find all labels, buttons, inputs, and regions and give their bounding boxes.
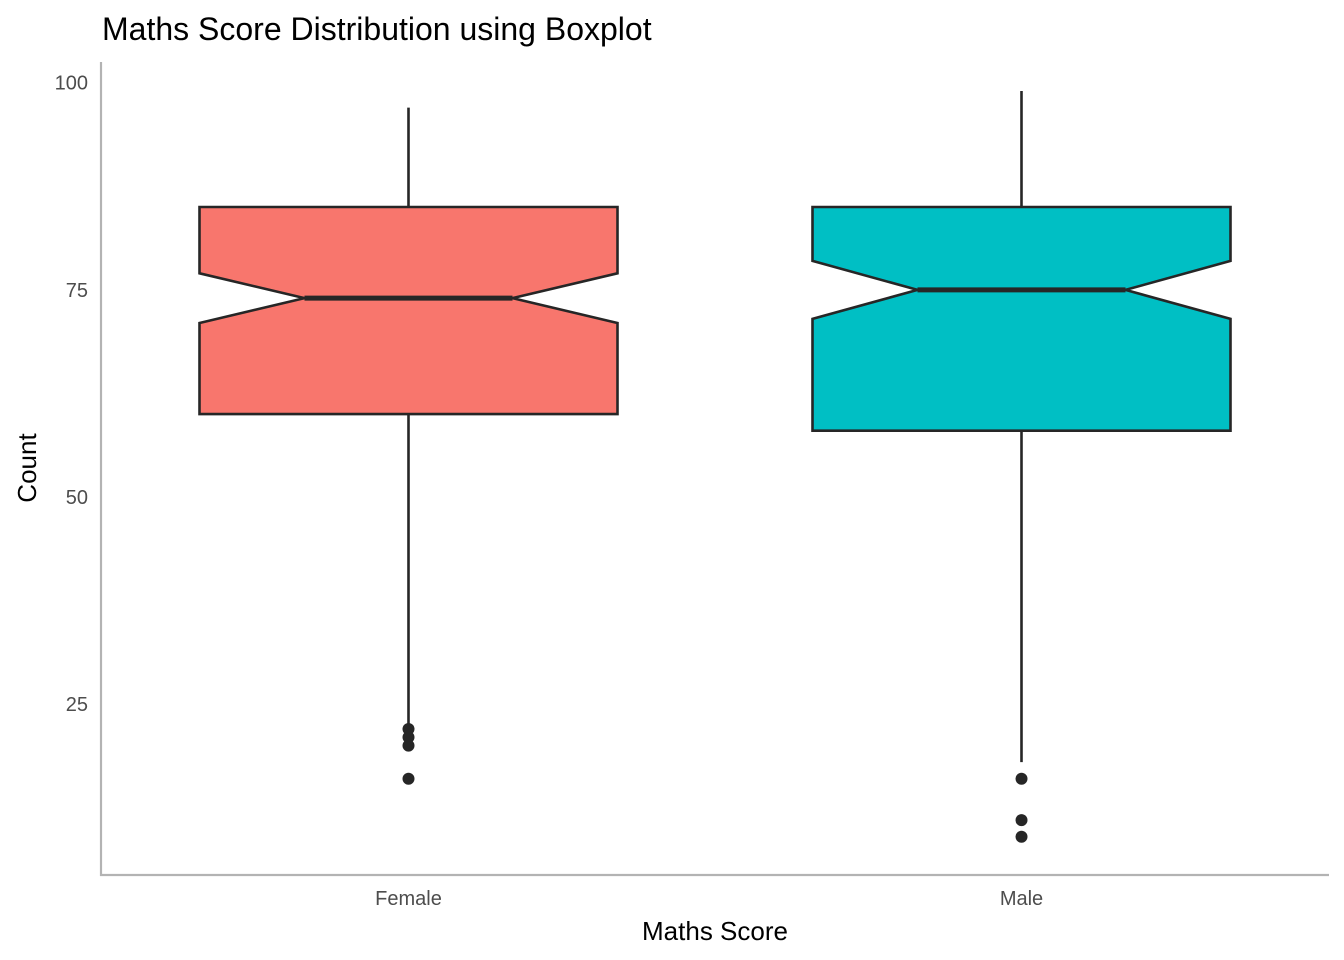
outlier-point xyxy=(1015,814,1028,827)
y-tick-label: 50 xyxy=(66,487,88,509)
x-axis-ticks: Female Male xyxy=(375,888,1043,910)
outlier-point xyxy=(402,723,415,735)
outlier-point xyxy=(402,772,415,785)
boxplot-series xyxy=(198,91,1232,843)
box-body xyxy=(198,205,619,416)
x-tick-label: Female xyxy=(375,888,442,910)
x-tick-label: Male xyxy=(1000,888,1043,910)
outlier-point xyxy=(1015,830,1028,843)
outlier-point xyxy=(402,731,415,744)
y-tick-label: 25 xyxy=(66,694,88,716)
outlier-point xyxy=(402,739,415,752)
box-male xyxy=(811,91,1232,843)
outlier-point xyxy=(1015,772,1028,785)
x-axis-title: Maths Score xyxy=(642,916,788,946)
chart-title: Maths Score Distribution using Boxplot xyxy=(102,11,652,47)
box-body xyxy=(811,205,1232,433)
y-tick-label: 75 xyxy=(66,280,88,302)
box-female xyxy=(198,107,619,785)
y-axis-title: Count xyxy=(12,433,42,503)
y-axis-ticks: 25 50 75 100 xyxy=(55,73,88,716)
y-tick-label: 100 xyxy=(55,73,88,95)
